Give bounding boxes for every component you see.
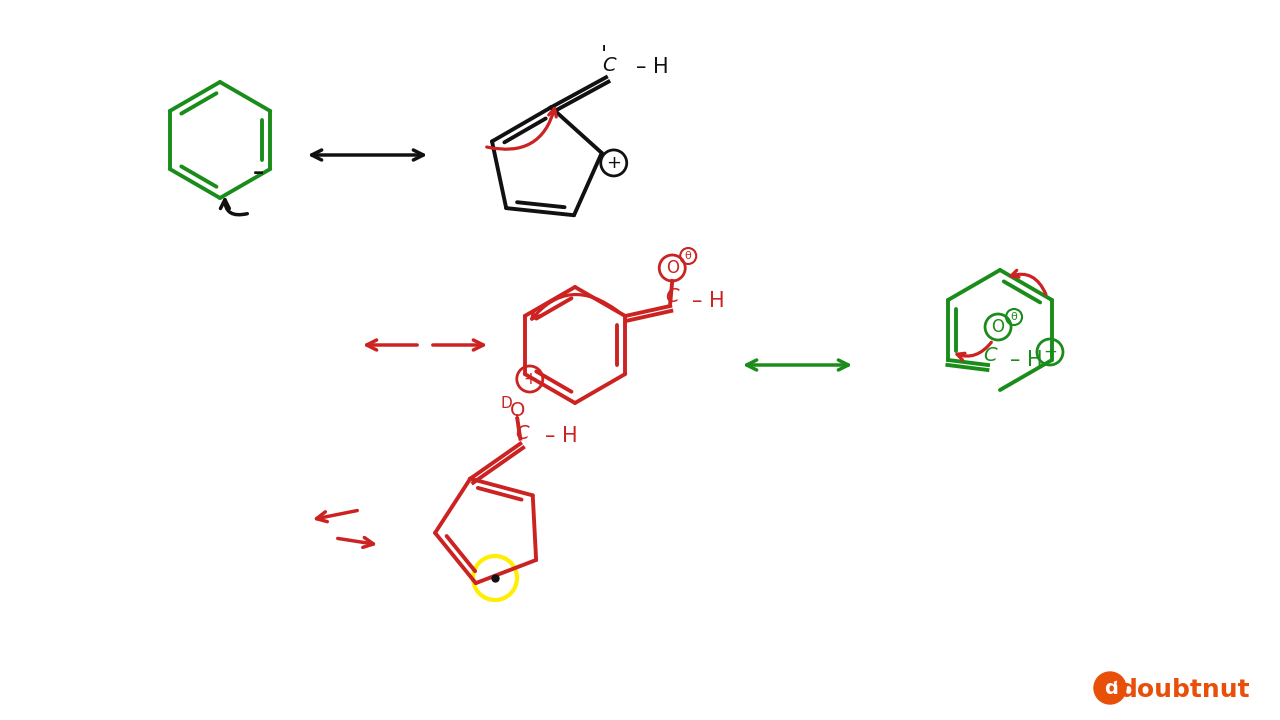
Text: –: – xyxy=(252,163,264,183)
Text: C: C xyxy=(983,346,997,364)
Text: – H: – H xyxy=(545,426,577,446)
Text: O: O xyxy=(666,259,678,277)
Text: +: + xyxy=(607,154,621,172)
Text: +: + xyxy=(522,370,536,388)
Text: C: C xyxy=(666,287,680,305)
Text: D: D xyxy=(500,396,512,411)
Text: C: C xyxy=(516,424,529,443)
Text: θ: θ xyxy=(1011,312,1018,322)
Text: – H: – H xyxy=(1010,350,1043,370)
Text: doubtnut: doubtnut xyxy=(1120,678,1251,702)
Text: – H: – H xyxy=(692,291,724,311)
Text: – H: – H xyxy=(636,58,668,77)
Text: O: O xyxy=(992,318,1005,336)
Text: ': ' xyxy=(602,45,607,66)
Text: θ: θ xyxy=(685,251,691,261)
Circle shape xyxy=(1094,672,1126,704)
Text: d: d xyxy=(1105,680,1117,698)
Text: O: O xyxy=(509,401,525,420)
Text: +: + xyxy=(1043,343,1057,361)
Text: ': ' xyxy=(515,414,521,433)
Text: C: C xyxy=(603,56,616,75)
